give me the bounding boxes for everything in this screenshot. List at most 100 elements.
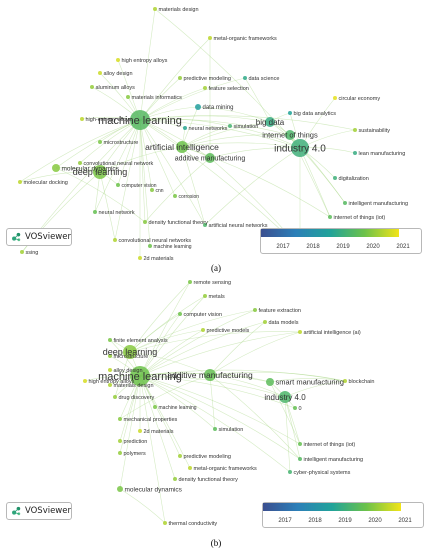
node-label[interactable]: thermal conductivity (169, 521, 218, 527)
node-label[interactable]: artificial intelligence (145, 142, 219, 152)
network-node[interactable] (116, 183, 120, 187)
node-label[interactable]: high entropy alloys (89, 379, 135, 385)
network-node[interactable] (78, 161, 82, 165)
node-label[interactable]: predictive models (207, 328, 250, 334)
node-label[interactable]: metal-organic frameworks (194, 466, 258, 472)
node-label[interactable]: ssing (26, 250, 39, 256)
node-label[interactable]: neural networks (189, 126, 228, 132)
node-label[interactable]: cnn (156, 188, 164, 194)
node-label[interactable]: 2d materials (144, 256, 174, 262)
network-node[interactable] (178, 454, 182, 458)
node-label[interactable]: machine learning (154, 244, 192, 250)
node-label[interactable]: microstructure (114, 354, 149, 360)
node-label[interactable]: internet of things (iot) (304, 442, 356, 448)
network-node[interactable] (173, 477, 177, 481)
network-node[interactable] (118, 451, 122, 455)
network-node[interactable] (118, 439, 122, 443)
network-node[interactable] (265, 117, 275, 127)
node-label[interactable]: additive manufacturing (175, 155, 246, 162)
node-label[interactable]: artificial neural networks (209, 223, 268, 229)
network-node[interactable] (266, 378, 274, 386)
network-node[interactable] (243, 76, 247, 80)
network-node[interactable] (353, 151, 357, 155)
node-label[interactable]: polymers (124, 451, 147, 457)
node-label[interactable]: computer vision (184, 312, 223, 318)
network-node[interactable] (123, 345, 137, 359)
node-label[interactable]: big data analytics (294, 111, 337, 117)
node-label[interactable]: circular economy (339, 96, 381, 102)
network-node[interactable] (90, 85, 94, 89)
network-node[interactable] (138, 256, 142, 260)
node-label[interactable]: materials design (114, 383, 154, 389)
network-node[interactable] (93, 210, 97, 214)
node-label[interactable]: mechanical properties (124, 417, 178, 423)
network-node[interactable] (52, 164, 60, 172)
network-node[interactable] (98, 71, 102, 75)
network-node[interactable] (298, 457, 302, 461)
network-node[interactable] (108, 383, 112, 387)
network-node[interactable] (253, 308, 257, 312)
node-label[interactable]: intelligent manufacturing (349, 201, 409, 207)
network-node[interactable] (108, 338, 112, 342)
network-node[interactable] (98, 140, 102, 144)
network-node[interactable] (279, 391, 291, 403)
node-label[interactable]: deep learning (103, 347, 158, 357)
node-label[interactable]: computer vision (122, 183, 157, 189)
network-graph-a[interactable]: machine learning industry 4.0 deep learnin… (0, 0, 432, 262)
network-node[interactable] (153, 405, 157, 409)
network-node[interactable] (80, 117, 84, 121)
network-node[interactable] (285, 130, 295, 140)
network-node[interactable] (293, 406, 297, 410)
network-node[interactable] (20, 250, 24, 254)
node-label[interactable]: predictive modeling (184, 76, 231, 82)
node-label[interactable]: alloy design (114, 368, 143, 374)
node-label[interactable]: microstructure (104, 140, 139, 146)
node-label[interactable]: convolutional neural networks (119, 238, 192, 244)
node-label[interactable]: deep learning (73, 167, 128, 177)
node-label[interactable]: materials informatics (132, 95, 183, 101)
network-node[interactable] (178, 76, 182, 80)
network-node[interactable] (153, 7, 157, 11)
network-graph-b[interactable]: machine learning deep learning additive ma… (0, 276, 432, 538)
network-node[interactable] (343, 379, 347, 383)
node-label[interactable]: data models (269, 320, 299, 326)
network-node[interactable] (333, 176, 337, 180)
network-node[interactable] (203, 86, 207, 90)
network-node[interactable] (113, 395, 117, 399)
node-label[interactable]: aluminum alloys (96, 85, 136, 91)
network-node[interactable] (176, 141, 188, 153)
network-node[interactable] (333, 96, 337, 100)
network-node[interactable] (213, 427, 217, 431)
network-node[interactable] (93, 165, 107, 179)
node-label[interactable]: remote sensing (194, 280, 232, 286)
node-label[interactable]: 0 (299, 406, 302, 412)
node-label[interactable]: machine learning (98, 371, 182, 383)
node-label[interactable]: simulation (234, 124, 259, 130)
node-label[interactable]: high-entropy alloys (86, 117, 132, 123)
network-node[interactable] (18, 180, 22, 184)
network-node[interactable] (203, 223, 207, 227)
network-node[interactable] (201, 328, 205, 332)
node-label[interactable]: artificial intelligence (ai) (304, 330, 361, 336)
node-label[interactable]: high entropy alloys (122, 58, 168, 64)
network-node[interactable] (353, 128, 357, 132)
network-node[interactable] (205, 153, 215, 163)
node-label[interactable]: machine learning (98, 115, 182, 127)
network-node[interactable] (298, 330, 302, 334)
network-node[interactable] (298, 442, 302, 446)
node-label[interactable]: feature selection (209, 86, 249, 92)
network-node[interactable] (150, 188, 154, 192)
node-label[interactable]: internet of things (262, 131, 318, 140)
network-node[interactable] (130, 366, 150, 386)
network-node[interactable] (113, 238, 117, 242)
node-label[interactable]: finite element analysis (114, 338, 168, 344)
network-node[interactable] (130, 110, 150, 130)
node-label[interactable]: molecular dynamics (62, 165, 120, 172)
node-label[interactable]: alloy design (104, 71, 133, 77)
node-label[interactable]: drug discovery (119, 395, 155, 401)
network-node[interactable] (173, 194, 177, 198)
node-label[interactable]: feature extraction (259, 308, 302, 314)
node-label[interactable]: additive manufacturing (167, 370, 253, 380)
node-label[interactable]: molecular docking (24, 180, 68, 186)
node-label[interactable]: digitalization (339, 176, 369, 182)
